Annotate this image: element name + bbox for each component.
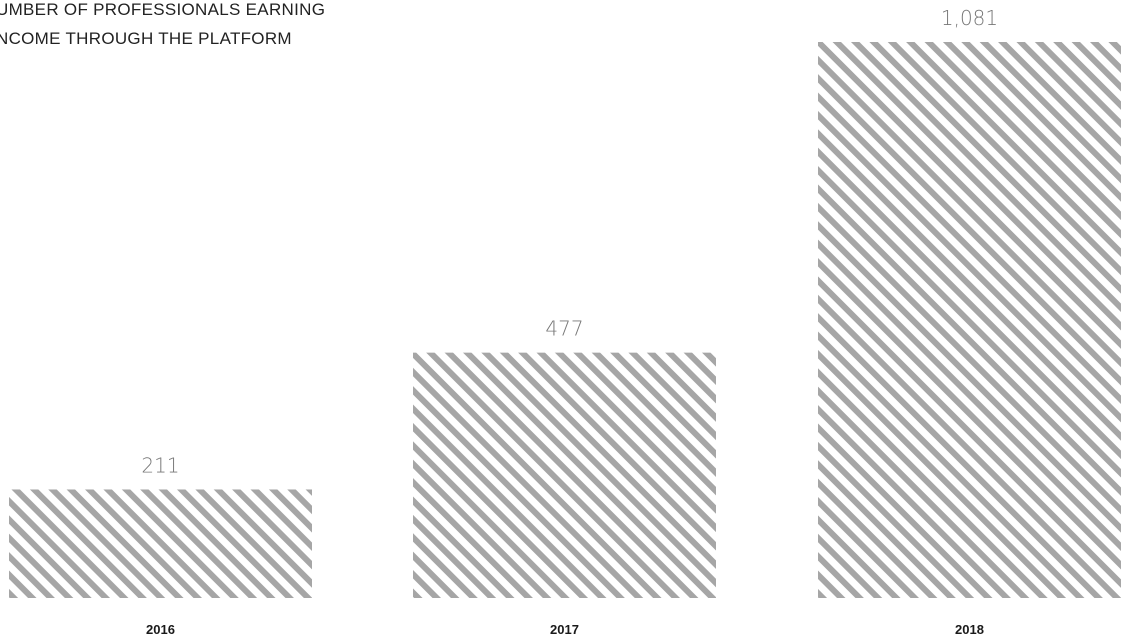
chart-title-line-1: UMBER OF PROFESSIONALS EARNING [0,0,325,19]
value-labels-group: 211 477 1,081 [141,6,998,477]
value-label-2017: 477 [545,317,583,341]
category-label-2017: 2017 [550,622,579,637]
category-label-2018: 2018 [955,622,984,637]
bar-2017 [413,352,716,598]
chart-title-line-2: NCOME THROUGH THE PLATFORM [0,29,292,48]
category-labels-group: 2016 2017 2018 [146,622,984,637]
bars-group [9,42,1121,598]
value-label-2016: 211 [141,453,179,477]
bar-2018 [818,42,1121,598]
category-label-2016: 2016 [146,622,175,637]
value-label-2018: 1,081 [941,6,998,30]
bar-2016 [9,489,312,598]
